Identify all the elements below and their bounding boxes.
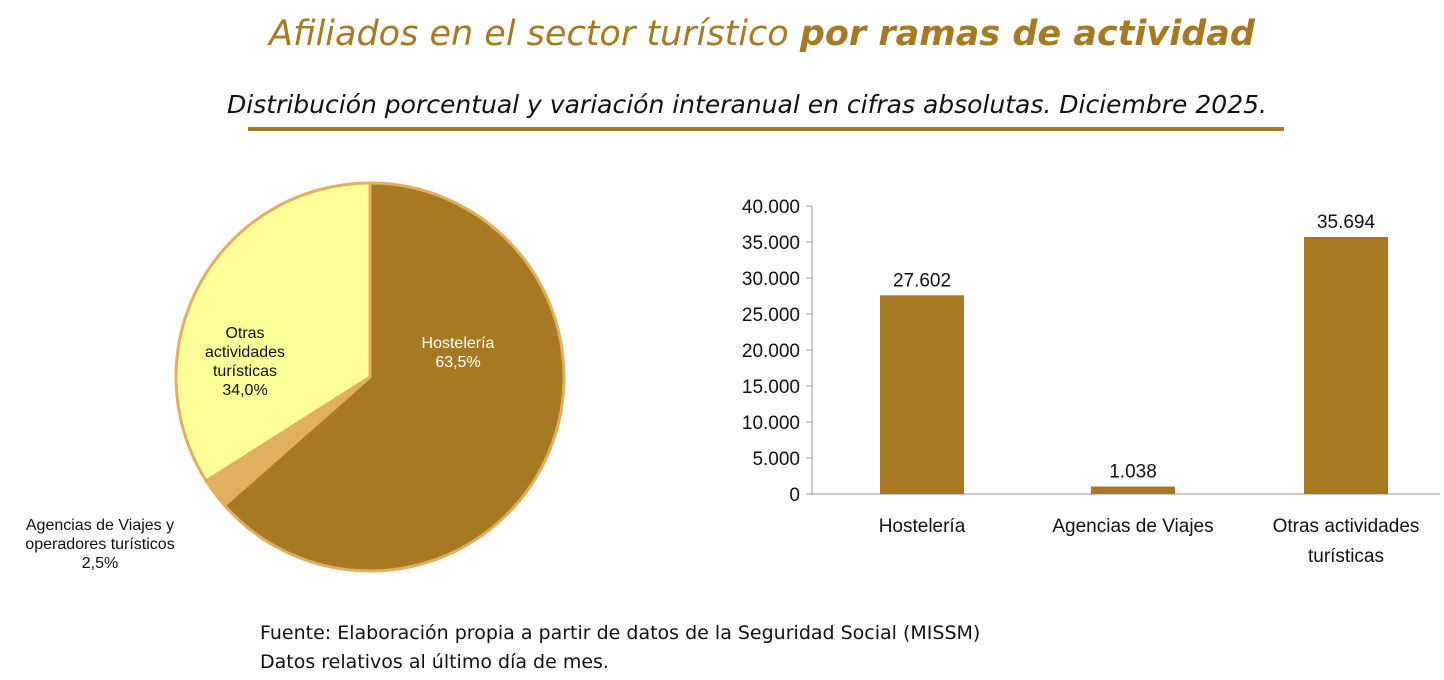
x-category-label-line: turísticas: [1308, 546, 1384, 567]
pie-label-line: 63,5%: [435, 354, 480, 371]
y-tick-label: 10.000: [742, 413, 800, 434]
y-tick-label-line: 15.000: [742, 377, 800, 398]
y-tick-label: 30.000: [742, 269, 800, 290]
pie-label: Hostelería 63,5%: [422, 335, 495, 371]
y-tick-label-line: 5.000: [752, 449, 800, 470]
pie-label: Otras actividades turísticas 34,0%: [205, 325, 285, 399]
pie-label-line: actividades: [205, 344, 285, 361]
pie-label-line: 2,5%: [82, 555, 118, 572]
x-category-label: Otras actividades turísticas: [1273, 516, 1420, 567]
y-tick-label: 0: [789, 485, 800, 506]
y-tick-label: 35.000: [742, 233, 800, 254]
bar-value-label-line: 35.694: [1317, 212, 1376, 233]
y-tick-label-line: 0: [789, 485, 800, 506]
chart-subtitle: Distribución porcentual y variación inte…: [227, 90, 1267, 119]
y-tick-label: 5.000: [752, 449, 800, 470]
footer-source: Fuente: Elaboración propia a partir de d…: [260, 622, 981, 644]
y-tick-label-line: 30.000: [742, 269, 800, 290]
y-tick-label-line: 25.000: [742, 305, 800, 326]
pie-label: Agencias de Viajes y operadores turístico…: [25, 517, 174, 572]
footer-note: Datos relativos al último día de mes.: [260, 651, 609, 673]
bar-value-label: 1.038: [1109, 462, 1157, 483]
y-tick-label-line: 10.000: [742, 413, 800, 434]
x-category-label: Hostelería: [879, 516, 966, 537]
pie-label-line: turísticas: [213, 363, 277, 380]
pie-label-line: operadores turísticos: [25, 536, 174, 553]
pie-slice: [174, 181, 372, 484]
bar: [1091, 486, 1175, 494]
bar-value-label-line: 1.038: [1109, 462, 1157, 483]
y-tick-label: 40.000: [742, 197, 800, 218]
title-normal: Afiliados en el sector turístico: [269, 14, 800, 54]
x-category-label: Agencias de Viajes: [1052, 516, 1213, 537]
x-category-label-line: Otras actividades: [1273, 516, 1420, 537]
pie-label-line: 34,0%: [222, 382, 267, 399]
title-bold: por ramas de actividad: [799, 14, 1255, 54]
y-tick-label-line: 40.000: [742, 197, 800, 218]
pie-slice: [222, 181, 566, 573]
pie-label-line: Otras: [225, 325, 264, 342]
pie-label-line: Agencias de Viajes y: [26, 517, 174, 534]
x-category-label-line: Agencias de Viajes: [1052, 516, 1213, 537]
x-category-label-line: Hostelería: [879, 516, 966, 537]
title-underline: [248, 127, 1284, 131]
y-tick-label: 20.000: [742, 341, 800, 362]
pie-label-line: Hostelería: [422, 335, 495, 352]
y-tick-label-line: 35.000: [742, 233, 800, 254]
bar-value-label: 35.694: [1317, 212, 1376, 233]
bar: [880, 295, 964, 494]
bar: [1304, 237, 1388, 494]
y-tick-label: 15.000: [742, 377, 800, 398]
bar-value-label: 27.602: [893, 270, 951, 291]
chart-title: Afiliados en el sector turístico por ram…: [0, 14, 1444, 54]
y-tick-label-line: 20.000: [742, 341, 800, 362]
y-tick-label: 25.000: [742, 305, 800, 326]
bar-value-label-line: 27.602: [893, 270, 951, 291]
